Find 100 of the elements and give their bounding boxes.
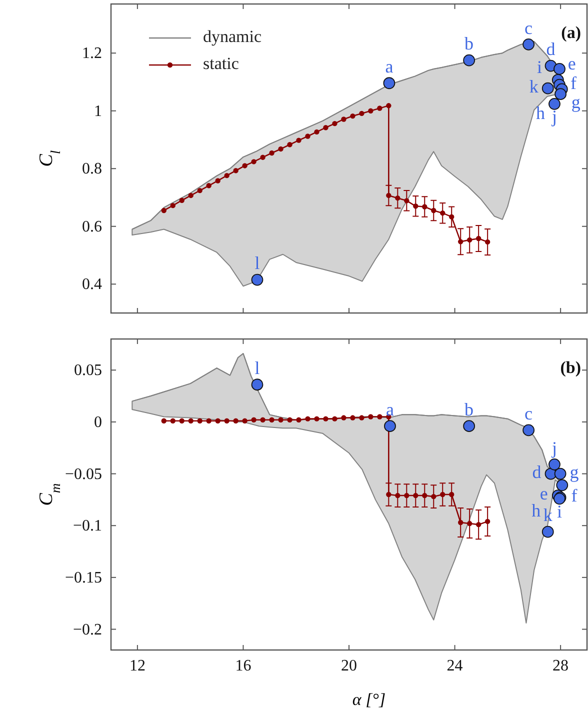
point [206,183,212,188]
point [458,239,464,244]
point [224,172,230,178]
annotation: a [385,56,394,77]
annotation: l [254,253,260,274]
point [359,415,364,420]
y-tick-label: 0.8 [82,160,102,178]
point [368,414,374,420]
point [341,415,346,420]
point [548,98,560,110]
point [251,378,264,391]
point [260,154,266,160]
point [251,159,256,164]
annotation: k [529,76,538,96]
point [466,520,472,526]
annotation: (b) [560,358,581,377]
point [476,522,482,528]
point [463,54,476,66]
point [359,110,364,116]
point [224,418,230,424]
point [522,424,535,436]
annotation: g [570,462,579,482]
point [422,492,428,498]
annotation: e [568,53,576,74]
legend-label: static [203,54,240,73]
annotation: f [570,72,576,93]
point [440,492,446,498]
annotation: b [464,400,474,420]
point [422,204,428,210]
point [386,192,392,198]
point [350,415,356,420]
point [377,414,382,420]
point [287,142,292,148]
point [278,146,284,152]
point [323,125,328,130]
point [251,417,256,422]
point [269,150,274,156]
point [377,106,382,111]
point [287,417,292,422]
annotation: g [571,92,580,112]
y-tick-label: 0.4 [82,276,102,294]
y-tick-label: −0.05 [64,466,102,483]
point [458,520,464,526]
point [242,163,248,168]
point [296,138,302,143]
point [522,38,535,50]
point [161,208,166,214]
point [556,479,568,492]
point [449,492,454,498]
point [386,103,392,108]
point [179,418,184,424]
x-axis-title: α [°] [352,690,386,709]
point [233,168,238,174]
point [554,88,567,100]
annotation: j [550,106,557,127]
annotation: c [524,18,533,38]
annotation: l [254,358,260,378]
point [296,417,302,422]
point [542,82,554,94]
annotation: h [532,500,541,521]
point [305,416,310,422]
point [242,418,248,424]
annotation: b [464,34,474,54]
point [413,492,418,498]
y-tick-label: 1.2 [82,45,102,62]
point [350,113,356,119]
annotation: (a) [561,23,581,42]
point [188,192,194,198]
point [233,418,238,424]
annotation: d [532,462,542,482]
point [251,274,264,286]
y-tick-label: 1 [94,102,102,120]
point [206,418,212,424]
point [431,208,436,214]
annotation: f [571,486,578,506]
y-tick-label: 0.6 [82,218,102,236]
point [197,188,202,194]
point [484,518,490,524]
point [332,416,338,422]
point [332,120,338,126]
point [269,417,274,422]
point [314,416,320,422]
point [466,237,472,243]
point [170,202,176,208]
point [404,492,410,498]
annotation: h [536,103,546,124]
annotation: a [386,400,394,420]
x-tick-label: 16 [235,657,252,674]
point [170,418,176,424]
point [554,63,566,75]
point [383,77,396,90]
point [323,416,328,422]
annotation: d [546,39,556,60]
point [431,494,436,500]
x-tick-label: 24 [446,657,463,674]
point [197,418,202,424]
x-tick-label: 20 [341,657,357,674]
point [386,492,392,498]
y-tick-label: −0.1 [72,518,102,535]
point [404,198,410,204]
